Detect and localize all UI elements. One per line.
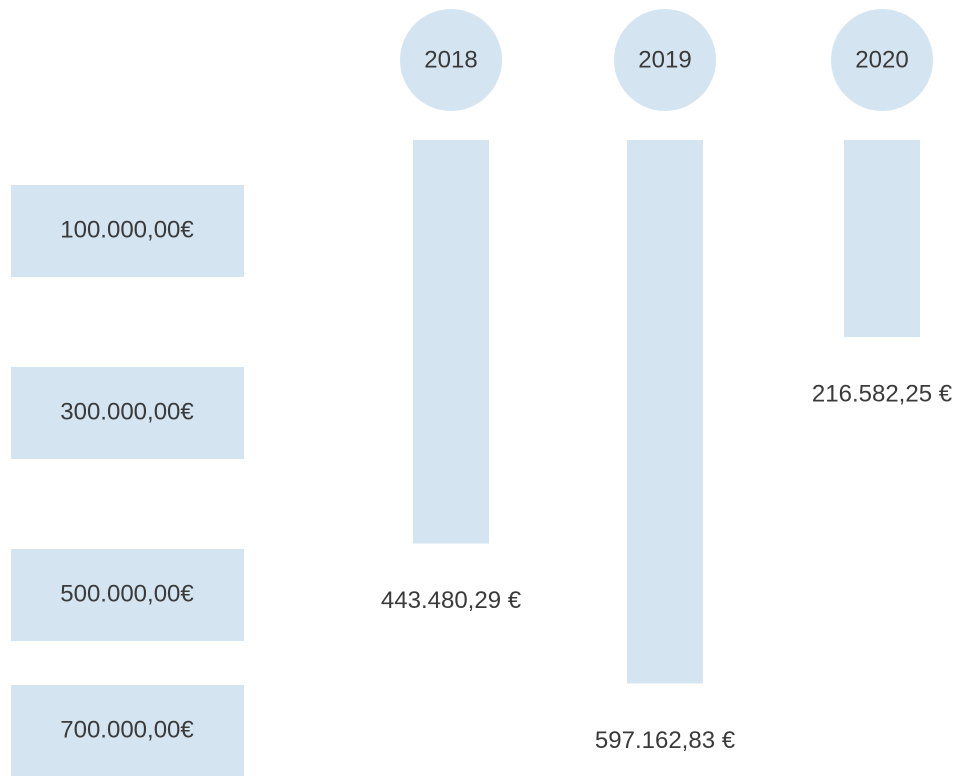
y-tick-box (11, 185, 244, 277)
y-tick-box (11, 367, 244, 459)
value-label: 443.480,29 € (381, 587, 522, 614)
x-tick-label: 2020 (855, 46, 908, 73)
y-tick-label: 500.000,00€ (60, 580, 194, 607)
bar (844, 140, 920, 338)
value-label: 597.162,83 € (595, 727, 736, 754)
category-circle (831, 9, 933, 111)
category-circle (400, 9, 502, 111)
y-tick-label: 700.000,00€ (60, 716, 194, 743)
x-tick-label: 2019 (638, 46, 691, 73)
y-tick-label: 300.000,00€ (60, 398, 194, 425)
y-tick-box (11, 685, 244, 776)
x-tick-label: 2018 (424, 46, 477, 73)
y-tick-label: 100.000,00€ (60, 216, 194, 243)
bar (413, 140, 489, 544)
y-tick-box (11, 549, 244, 641)
category-circle (614, 9, 716, 111)
value-label: 216.582,25 € (812, 380, 953, 407)
bar (627, 140, 703, 684)
